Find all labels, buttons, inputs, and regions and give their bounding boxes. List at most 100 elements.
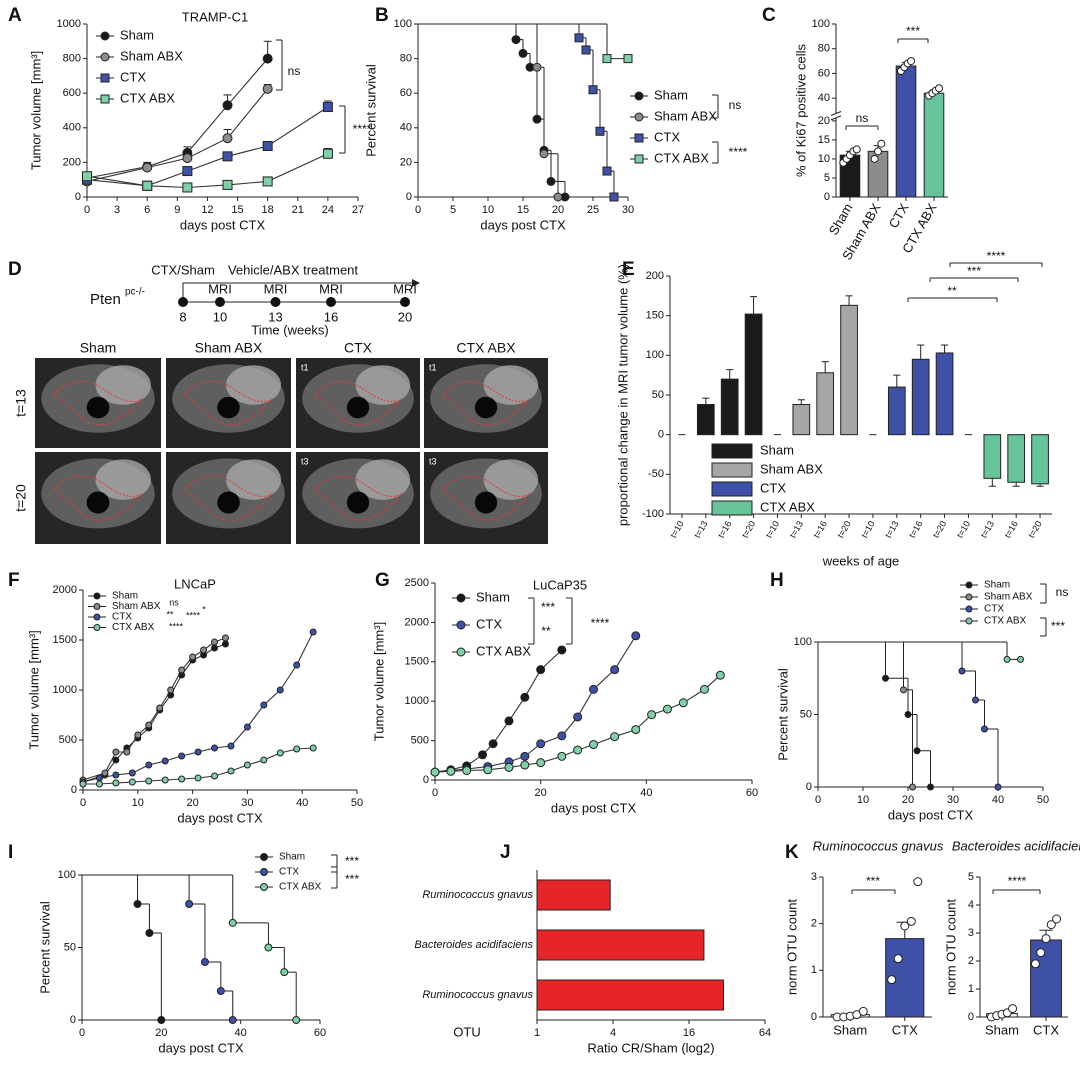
- legend-label: Sham: [120, 27, 154, 42]
- treatment-arrow: [182, 282, 412, 300]
- data-point: [877, 139, 886, 148]
- marker: [557, 731, 567, 741]
- series-line: [82, 643, 226, 783]
- y-tick-label: 2500: [405, 577, 429, 589]
- x-tick-label: 0: [815, 794, 821, 806]
- bar: [536, 879, 611, 911]
- data-point: [935, 84, 944, 93]
- significance: ****: [169, 621, 184, 631]
- marker: [211, 638, 219, 646]
- marker: [609, 192, 619, 202]
- marker: [222, 133, 233, 144]
- marker: [309, 744, 317, 752]
- scan-label: MRI: [319, 281, 343, 296]
- marker: [182, 182, 193, 193]
- axis-break-gap: [833, 113, 839, 118]
- data-point: [858, 1006, 868, 1016]
- significance: ***: [345, 854, 359, 868]
- marker: [157, 1016, 166, 1024]
- marker: [446, 766, 456, 776]
- x-tick-label: 9: [174, 204, 180, 216]
- mri-cavity: [86, 396, 110, 419]
- x-tick-label: 15: [231, 204, 243, 216]
- bar: [840, 304, 858, 436]
- x-tick-label: t=16: [811, 519, 829, 539]
- tumor-outline: [441, 381, 530, 426]
- timepoint: [270, 297, 281, 307]
- bar: [720, 378, 739, 436]
- marker: [972, 696, 979, 704]
- x-axis-label: days post CTX: [180, 217, 266, 232]
- marker: [178, 775, 186, 783]
- series-line: [434, 635, 637, 773]
- timepoint-label: 8: [179, 309, 186, 324]
- y-tick-label: 15: [818, 134, 830, 146]
- bar: [816, 372, 835, 436]
- x-tick-label: t=10: [955, 519, 973, 539]
- x-tick-label: 40: [640, 787, 652, 799]
- marker: [532, 114, 542, 124]
- marker: [589, 684, 598, 694]
- marker: [260, 701, 268, 709]
- significance: ns: [856, 111, 869, 125]
- legend-label: Sham ABX: [654, 108, 717, 123]
- marker: [200, 958, 209, 966]
- data-point: [1041, 934, 1051, 944]
- legend-label: CTX ABX: [654, 150, 709, 165]
- timeline-label: Vehicle/ABX treatment: [228, 262, 358, 277]
- chart-title: TRAMP-C1: [182, 9, 248, 24]
- marker: [264, 943, 273, 952]
- scan-label: MRI: [393, 281, 417, 296]
- significance: *: [202, 604, 206, 614]
- marker: [623, 54, 633, 64]
- mri-tissue: [355, 459, 411, 500]
- legend-marker: [456, 647, 466, 657]
- marker: [262, 83, 273, 94]
- row-label: t=20: [13, 484, 29, 512]
- timepoint: [400, 297, 410, 307]
- data-point: [906, 916, 916, 926]
- marker: [536, 758, 546, 768]
- marker: [647, 710, 657, 720]
- x-axis-label: days post CTX: [480, 217, 566, 232]
- significance: ns: [729, 98, 742, 112]
- bar: [792, 404, 811, 436]
- legend-swatch: [711, 500, 753, 516]
- panel-letter: G: [375, 570, 390, 591]
- bar: [536, 979, 724, 1011]
- bar: [935, 352, 954, 436]
- mri-cavity: [217, 491, 240, 514]
- x-tick-label: 40: [296, 797, 308, 809]
- marker: [958, 667, 966, 675]
- y-tick-label: 10: [818, 153, 830, 165]
- data-point: [893, 954, 903, 964]
- x-tick-label: 50: [351, 797, 363, 809]
- model-superscript: pc-/-: [125, 287, 145, 298]
- marker: [112, 779, 120, 787]
- x-tick-label: 0: [84, 204, 90, 216]
- significance: ***: [1051, 619, 1065, 633]
- x-tick-label: 60: [746, 787, 758, 799]
- marker: [322, 102, 333, 113]
- legend-marker: [100, 52, 110, 62]
- marker: [112, 748, 120, 756]
- x-axis-label: days post CTX: [551, 800, 637, 815]
- series-line: [86, 88, 269, 182]
- data-point: [1046, 920, 1056, 930]
- panel-letter: E: [622, 259, 635, 280]
- marker: [1003, 655, 1011, 663]
- y-tick-label: 1500: [53, 634, 77, 646]
- marker: [221, 640, 229, 648]
- data-point: [907, 57, 916, 66]
- marker: [194, 774, 202, 782]
- mri-tissue: [95, 459, 151, 500]
- legend-label: CTX ABX: [476, 643, 531, 658]
- marker: [462, 766, 472, 776]
- mri-cavity: [474, 491, 498, 514]
- bar: [1031, 434, 1049, 485]
- y-tick-label: 40: [818, 92, 830, 104]
- mri-cavity: [217, 396, 240, 419]
- x-tick-label: 20: [535, 787, 547, 799]
- bar: [696, 404, 715, 436]
